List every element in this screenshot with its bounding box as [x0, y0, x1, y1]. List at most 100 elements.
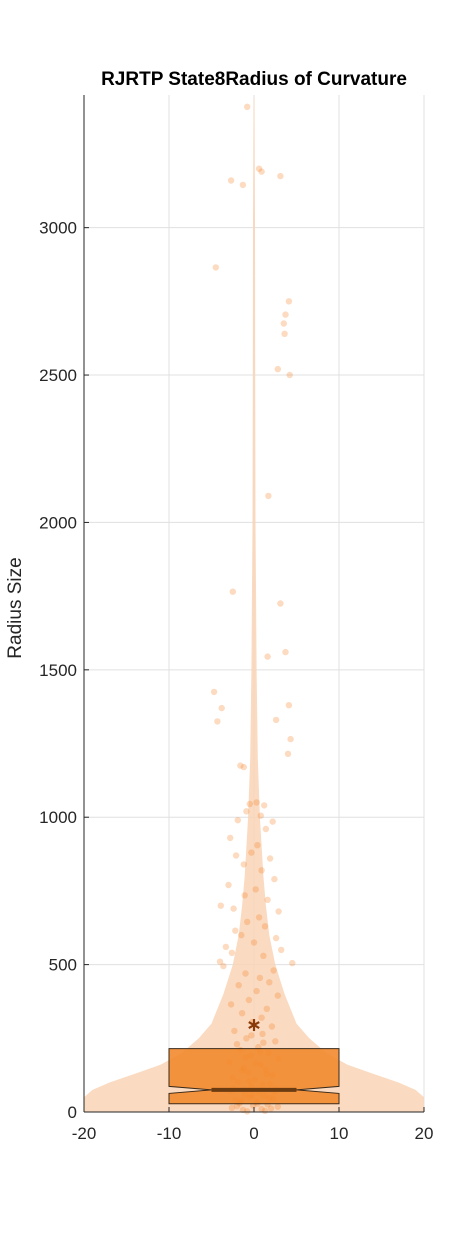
data-point — [286, 371, 293, 379]
data-point — [244, 918, 251, 926]
data-point — [240, 861, 247, 868]
data-point — [277, 600, 284, 607]
x-tick-label: 10 — [330, 1124, 349, 1143]
data-point — [248, 849, 255, 856]
data-point — [260, 1039, 267, 1046]
data-point — [238, 1010, 246, 1017]
data-point — [282, 311, 289, 318]
mean-marker-stroke — [248, 1021, 260, 1029]
y-tick-label: 2000 — [39, 513, 77, 532]
data-point — [281, 330, 288, 337]
data-point — [222, 943, 230, 951]
violin-body — [84, 97, 424, 1112]
data-point — [243, 808, 250, 815]
data-point — [266, 855, 274, 862]
data-point — [289, 959, 296, 967]
data-point — [228, 1104, 236, 1112]
data-point — [274, 1103, 281, 1110]
data-point — [258, 867, 265, 874]
data-point — [285, 298, 293, 305]
data-point — [218, 704, 225, 712]
data-point — [225, 881, 232, 889]
data-point — [274, 365, 281, 373]
data-point — [244, 1108, 251, 1115]
data-point — [255, 914, 263, 921]
y-tick-label: 500 — [49, 956, 77, 975]
data-point — [274, 992, 281, 999]
box-layer — [168, 1019, 340, 1105]
axes — [83, 95, 425, 1113]
data-point — [272, 716, 280, 724]
data-point — [254, 842, 261, 849]
data-point — [256, 974, 264, 982]
data-point — [242, 970, 249, 977]
data-point — [253, 799, 260, 806]
data-point — [261, 923, 269, 930]
x-tick-label: 0 — [249, 1124, 258, 1143]
data-point — [268, 1023, 276, 1030]
data-point — [212, 264, 219, 271]
data-point — [252, 886, 259, 893]
y-tick-label: 1000 — [39, 808, 77, 827]
y-tick-label: 0 — [68, 1103, 77, 1122]
data-point — [234, 817, 241, 824]
data-point — [246, 800, 253, 808]
data-point — [259, 1030, 266, 1038]
data-point — [258, 1014, 265, 1021]
data-point — [231, 1027, 238, 1035]
data-point — [233, 1041, 241, 1048]
y-tick-label: 3000 — [39, 219, 77, 238]
violin-layer — [84, 97, 424, 1112]
data-point — [243, 1035, 250, 1042]
data-point — [245, 996, 253, 1004]
data-point — [244, 103, 251, 111]
data-point — [227, 1001, 235, 1008]
data-point — [261, 802, 268, 809]
mean-marker — [248, 1019, 260, 1032]
data-point — [237, 762, 244, 769]
data-point — [228, 949, 236, 956]
notched-box — [168, 1048, 340, 1105]
data-point — [284, 750, 292, 757]
data-point — [229, 588, 236, 595]
data-point — [248, 1032, 255, 1039]
data-point — [216, 958, 224, 965]
data-point — [272, 1038, 279, 1045]
data-point — [257, 812, 264, 819]
data-point — [240, 763, 247, 771]
data-point — [210, 688, 218, 696]
data-point — [233, 1102, 241, 1110]
data-point — [264, 653, 271, 660]
data-point — [270, 967, 277, 974]
tick-labels: -20 -10 0 10 20 0 500 1000 1500 2000 2500 3000 — [39, 219, 433, 1143]
data-point — [265, 492, 272, 500]
x-tick-label: -10 — [157, 1124, 182, 1143]
x-tick-label: -20 — [72, 1124, 97, 1143]
data-point — [241, 892, 248, 899]
data-point — [285, 702, 293, 709]
data-point — [250, 939, 258, 946]
y-tick-label: 2500 — [39, 366, 77, 385]
data-point — [275, 908, 282, 915]
data-point — [258, 168, 265, 175]
data-point — [263, 1005, 270, 1012]
data-point — [217, 902, 224, 909]
data-point — [253, 987, 260, 995]
data-point — [267, 1105, 275, 1112]
data-point — [239, 181, 247, 189]
data-point — [269, 818, 276, 825]
data-point — [282, 648, 289, 656]
y-tick-label: 1500 — [39, 661, 77, 680]
x-tick-label: 20 — [415, 1124, 434, 1143]
data-point — [220, 962, 227, 970]
data-point — [214, 718, 221, 725]
y-axis-label: Radius Size — [5, 557, 26, 658]
data-point — [264, 896, 271, 903]
data-point — [230, 905, 237, 912]
data-point — [232, 852, 240, 859]
data-point — [258, 1105, 265, 1113]
data-point — [287, 735, 294, 743]
data-point — [272, 934, 280, 942]
